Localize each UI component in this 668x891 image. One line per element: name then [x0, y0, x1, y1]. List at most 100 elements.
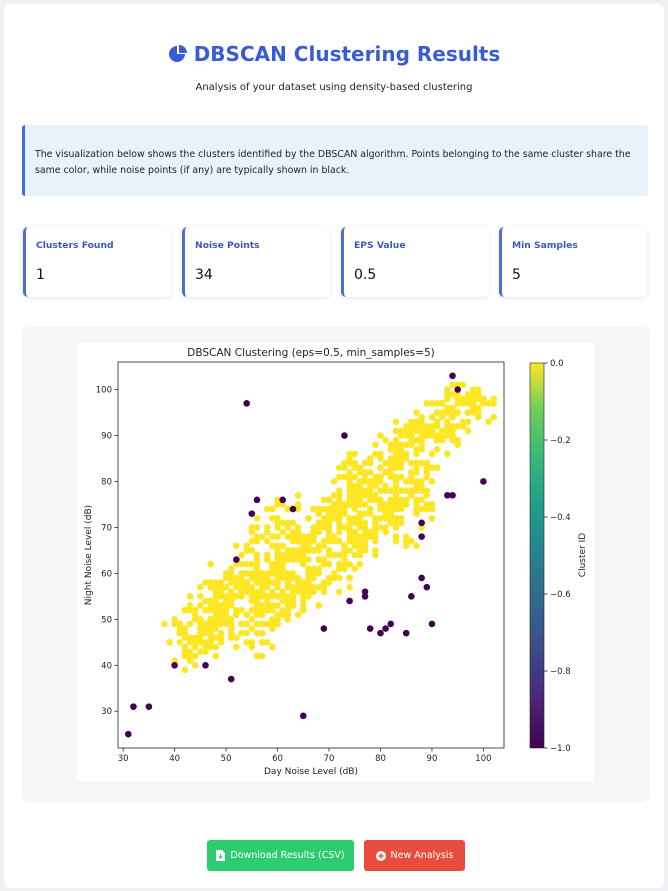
- cluster-point: [418, 478, 425, 485]
- cluster-point: [366, 496, 374, 504]
- cluster-point: [207, 597, 214, 605]
- cluster-point: [336, 560, 343, 568]
- cluster-point: [459, 418, 467, 426]
- cluster-point: [351, 565, 359, 573]
- cluster-point: [269, 606, 276, 614]
- cluster-point: [382, 510, 389, 517]
- cluster-point: [197, 583, 204, 591]
- chart-pie-icon: [168, 45, 187, 62]
- cluster-point: [191, 634, 199, 642]
- cluster-point: [361, 533, 369, 540]
- stat-value: 1: [36, 267, 45, 283]
- cluster-point: [243, 629, 250, 637]
- cluster-point: [294, 556, 302, 563]
- cluster-point: [243, 620, 250, 628]
- cluster-point: [330, 478, 338, 485]
- cluster-point: [315, 519, 323, 527]
- y-tick-label: 100: [96, 386, 112, 396]
- cluster-point: [294, 533, 302, 540]
- noise-point: [361, 588, 369, 596]
- cluster-point: [397, 441, 405, 449]
- noise-point: [243, 400, 250, 407]
- cluster-point: [263, 579, 271, 586]
- cluster-point: [433, 446, 441, 453]
- cluster-point: [212, 620, 220, 628]
- cluster-point: [377, 432, 384, 439]
- noise-point: [253, 496, 261, 504]
- cluster-point: [253, 556, 261, 563]
- noise-point: [248, 510, 256, 517]
- cluster-point: [341, 542, 348, 550]
- cluster-point: [289, 537, 297, 545]
- stat-value: 5: [512, 267, 521, 283]
- cluster-point: [325, 560, 333, 568]
- cluster-point: [428, 432, 436, 439]
- cluster-point: [346, 473, 353, 481]
- cluster-point: [299, 597, 307, 605]
- cluster-point: [356, 519, 364, 527]
- cluster-point: [315, 528, 323, 536]
- cluster-point: [212, 652, 220, 660]
- cluster-point: [444, 450, 451, 458]
- cluster-point: [248, 643, 256, 651]
- cluster-point: [243, 611, 250, 619]
- cluster-point: [418, 413, 425, 421]
- cluster-point: [299, 579, 307, 586]
- noise-point: [418, 519, 425, 527]
- colorbar-tick-label: −0.2: [550, 436, 571, 446]
- cluster-point: [284, 583, 292, 591]
- cluster-point: [377, 450, 384, 458]
- cluster-point: [253, 597, 261, 605]
- noise-point: [299, 712, 307, 720]
- cluster-point: [217, 620, 225, 628]
- cluster-point: [212, 597, 220, 605]
- cluster-point: [325, 579, 333, 586]
- cluster-point: [289, 597, 297, 605]
- cluster-point: [274, 547, 281, 554]
- cluster-point: [423, 468, 431, 476]
- cluster-point: [222, 583, 230, 591]
- cluster-point: [217, 593, 225, 600]
- cluster-point: [356, 468, 364, 476]
- cluster-point: [212, 579, 220, 586]
- cluster-point: [361, 524, 369, 531]
- cluster-point: [408, 427, 415, 435]
- cluster-point: [454, 395, 461, 403]
- cluster-point: [382, 436, 389, 444]
- cluster-point: [197, 616, 204, 623]
- cluster-point: [392, 491, 400, 499]
- cluster-point: [336, 565, 343, 573]
- cluster-point: [469, 386, 477, 393]
- cluster-point: [274, 533, 281, 540]
- cluster-point: [315, 542, 323, 550]
- cluster-point: [408, 441, 415, 449]
- cluster-point: [346, 560, 353, 568]
- cluster-point: [449, 390, 456, 398]
- cluster-point: [356, 514, 364, 522]
- plot-frame: [117, 361, 505, 749]
- cluster-point: [336, 537, 343, 545]
- file-download-icon: [216, 850, 226, 861]
- cluster-point: [387, 496, 395, 504]
- cluster-point: [299, 533, 307, 540]
- x-tick-label: 50: [221, 754, 232, 764]
- cluster-point: [186, 639, 194, 646]
- new-analysis-button[interactable]: New Analysis: [364, 840, 465, 871]
- noise-point: [233, 556, 240, 563]
- cluster-point: [269, 542, 276, 550]
- cluster-point: [253, 570, 261, 577]
- cluster-point: [372, 519, 379, 527]
- cluster-point: [372, 478, 379, 485]
- cluster-point: [258, 588, 266, 596]
- cluster-point: [207, 579, 214, 586]
- cluster-point: [274, 565, 281, 573]
- cluster-point: [356, 524, 364, 531]
- cluster-point: [392, 482, 400, 490]
- cluster-point: [341, 464, 348, 471]
- cluster-point: [284, 551, 292, 559]
- download-results-button[interactable]: Download Results (CSV): [207, 840, 354, 871]
- cluster-point: [197, 620, 204, 628]
- noise-point: [428, 620, 436, 628]
- cluster-point: [315, 556, 323, 563]
- cluster-point: [341, 560, 348, 568]
